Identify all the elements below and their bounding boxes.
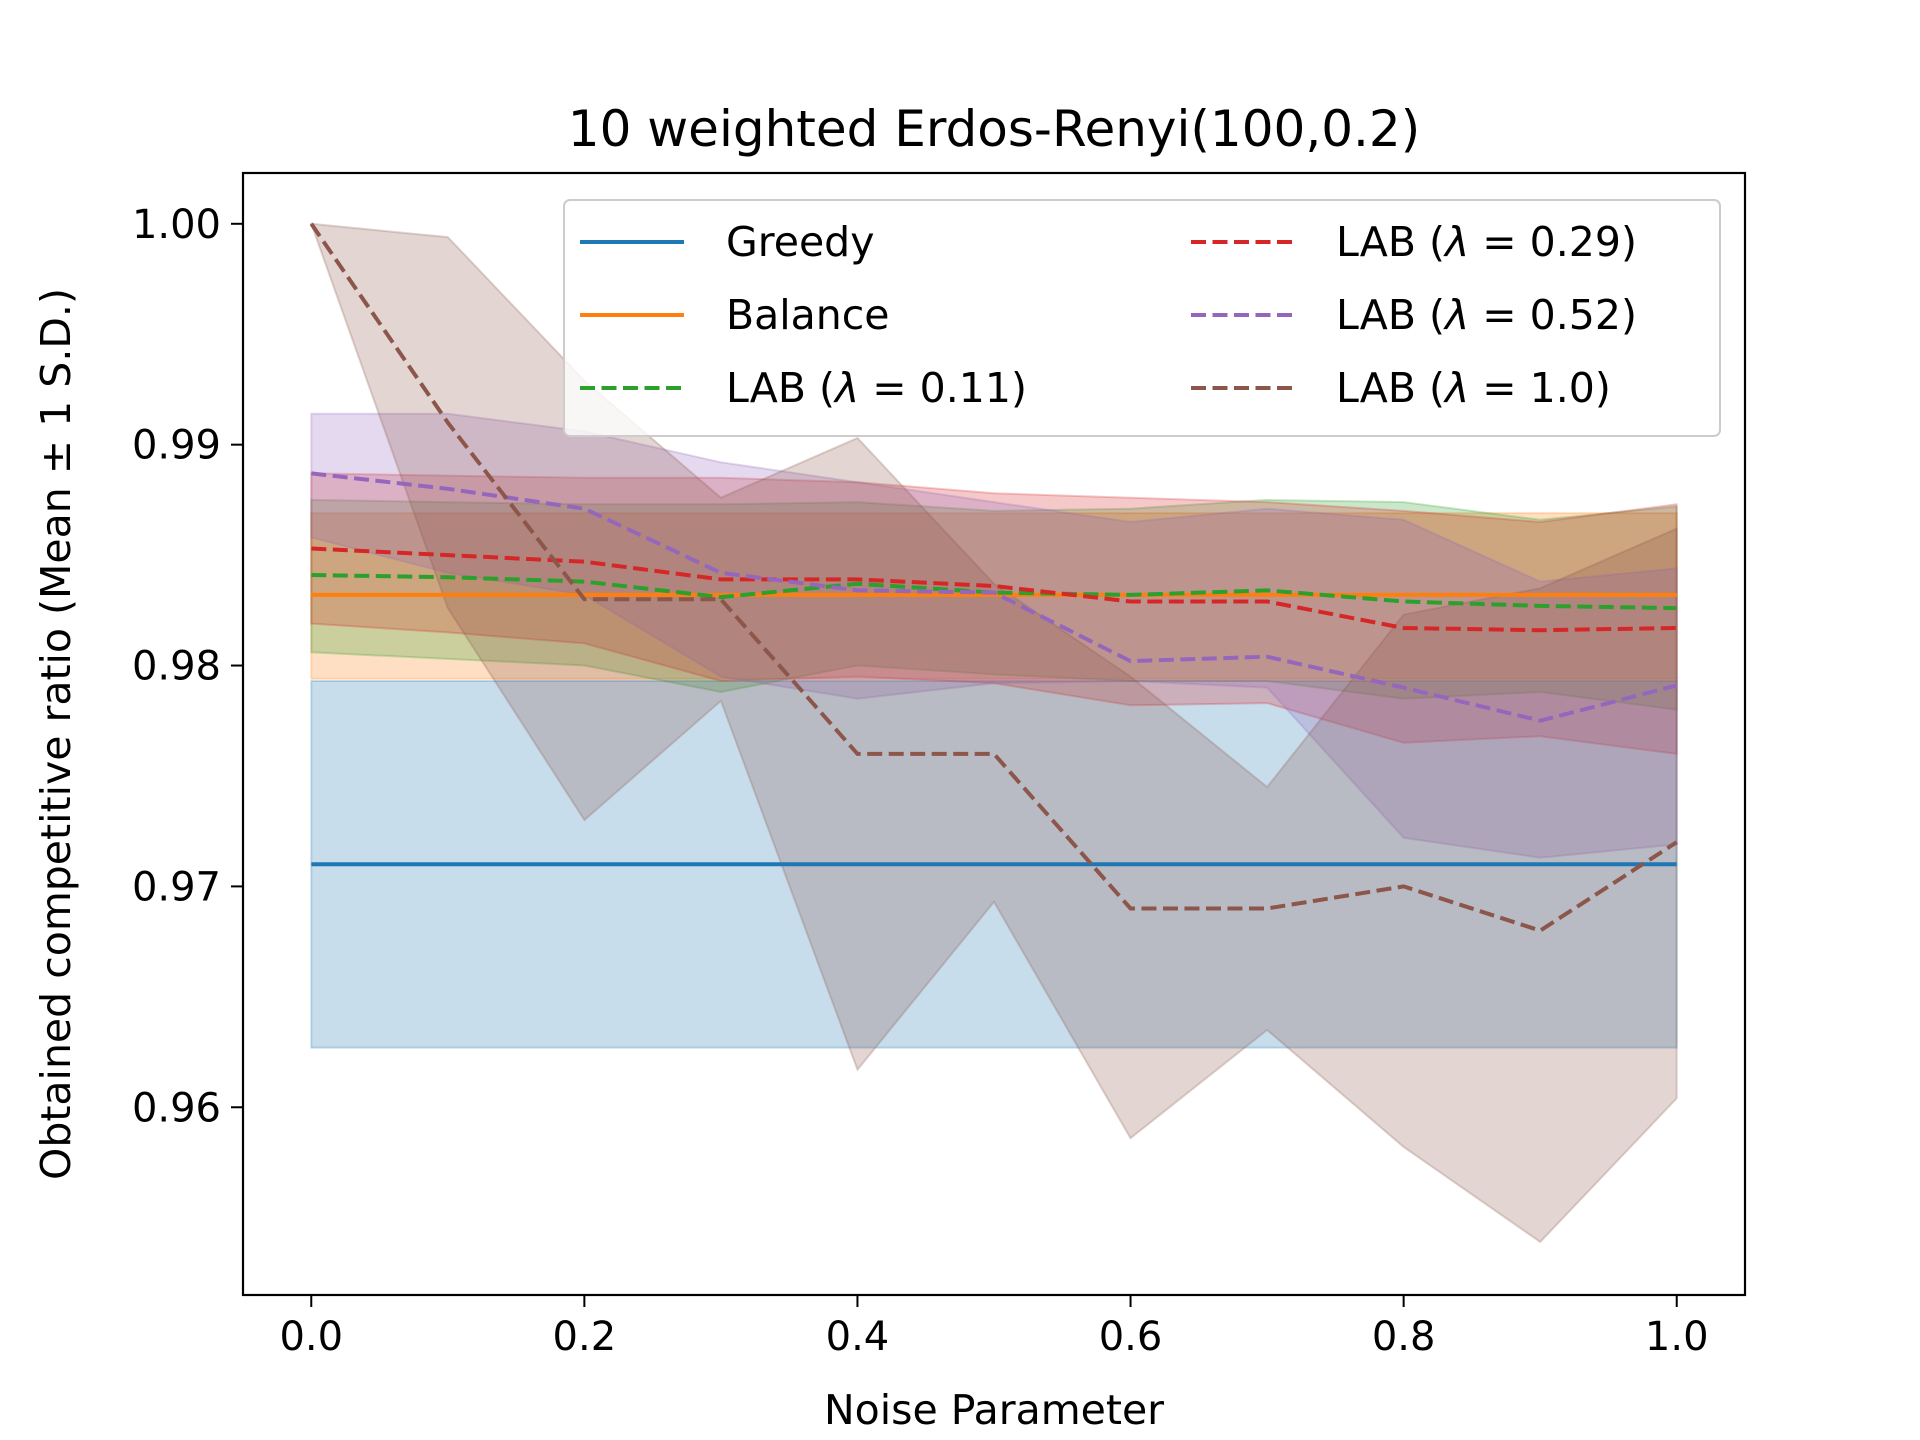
x-tick-label: 0.0 xyxy=(279,1314,343,1360)
x-axis: 0.0 0.2 0.4 0.6 0.8 1.0 xyxy=(279,1295,1709,1360)
line-lab-lambda-0-29 xyxy=(311,546,1677,633)
line-lab-lambda-0-11 xyxy=(311,573,1677,611)
line-lab-lambda-1-0 xyxy=(309,222,1678,933)
x-tick-label: 0.4 xyxy=(826,1314,890,1360)
y-tick-label: 0.98 xyxy=(132,644,221,690)
y-axis: 0.96 0.97 0.98 0.99 1.00 xyxy=(132,202,243,1131)
x-tick-label: 0.8 xyxy=(1372,1314,1436,1360)
legend-label-balance: Balance xyxy=(726,291,890,339)
y-tick-label: 0.99 xyxy=(132,423,221,469)
line-lab-lambda-0-52 xyxy=(311,471,1678,723)
x-tick-label: 0.6 xyxy=(1099,1314,1163,1360)
legend-label-lab-lambda-0-52: LAB (λ = 0.52) xyxy=(1336,291,1637,339)
legend-label-greedy: Greedy xyxy=(726,218,874,266)
plot-frame xyxy=(241,171,1747,1297)
band-lab-lambda-0-11 xyxy=(310,498,1678,711)
legend-label-lab-lambda-1-0: LAB (λ = 1.0) xyxy=(1336,364,1611,412)
x-tick-label: 1.0 xyxy=(1645,1314,1709,1360)
band-lab-lambda-0-29 xyxy=(310,472,1678,756)
y-tick-label: 0.97 xyxy=(132,864,221,910)
band-lab-lambda-1-0 xyxy=(309,222,1678,1244)
y-tick-label: 1.00 xyxy=(132,202,221,248)
legend-label-lab-lambda-0-11: LAB (λ = 0.11) xyxy=(726,364,1027,412)
x-tick-label: 0.2 xyxy=(553,1314,617,1360)
series-lines xyxy=(309,222,1678,933)
y-axis-label: Obtained competitive ratio (Mean ± 1 S.D… xyxy=(32,288,80,1180)
chart-title: 10 weighted Erdos-Renyi(100,0.2) xyxy=(568,100,1420,158)
x-axis-label: Noise Parameter xyxy=(824,1386,1164,1434)
legend-label-lab-lambda-0-29: LAB (λ = 0.29) xyxy=(1336,218,1637,266)
legend-box xyxy=(563,199,1721,437)
y-tick-label: 0.96 xyxy=(132,1085,221,1131)
legend: Greedy Balance LAB (λ = 0.11) LAB (λ = 0.29… xyxy=(563,199,1721,437)
